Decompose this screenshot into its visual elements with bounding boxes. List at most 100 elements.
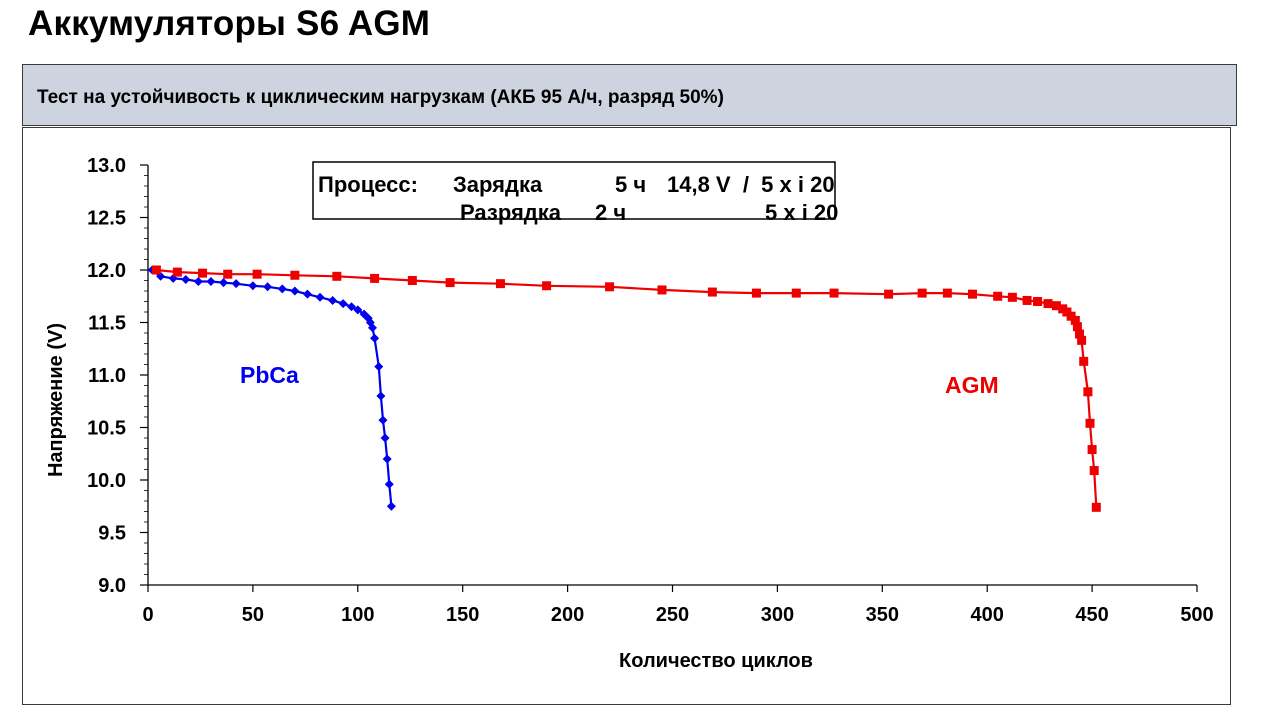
x-tick-label: 150 (446, 604, 479, 626)
data-point (657, 285, 667, 295)
process-box (312, 161, 836, 220)
data-point (263, 282, 273, 292)
data-point (382, 454, 392, 464)
data-point (1079, 356, 1089, 366)
data-point (1007, 292, 1017, 302)
series-label-pbca: PbCa (240, 362, 299, 388)
y-tick-label: 9.0 (98, 575, 126, 597)
data-point (968, 289, 978, 299)
data-point (380, 433, 390, 443)
data-point (1085, 418, 1095, 428)
data-point (302, 289, 312, 299)
data-point (277, 284, 287, 294)
x-tick-label: 300 (761, 604, 794, 626)
data-point (376, 391, 386, 401)
data-point (707, 287, 717, 297)
series-line (151, 269, 393, 507)
data-point (181, 274, 191, 284)
x-tick-label: 500 (1180, 604, 1213, 626)
data-point (328, 295, 338, 305)
data-point (1022, 295, 1032, 305)
process-label: Процесс: (318, 172, 418, 197)
data-point (315, 292, 325, 302)
discharge-params: 5 x i 20 (765, 200, 838, 225)
data-point (829, 288, 839, 298)
data-point (942, 288, 952, 298)
data-point (1051, 301, 1061, 311)
data-point (370, 273, 380, 283)
data-point (231, 279, 241, 289)
charge-time: 5 ч (615, 172, 646, 197)
data-point (1075, 329, 1085, 339)
y-tick-label: 12.5 (87, 208, 126, 230)
data-point (1091, 502, 1101, 512)
series-agm (151, 265, 1101, 512)
y-tick-label: 10.0 (87, 470, 126, 492)
data-point (1083, 387, 1093, 397)
x-tick-label: 450 (1075, 604, 1108, 626)
data-point (384, 479, 394, 489)
data-point (884, 289, 894, 299)
data-point (367, 323, 377, 333)
subtitle-band: Тест на устойчивость к циклическим нагру… (22, 64, 1237, 126)
series-layer (147, 265, 1101, 512)
data-point (386, 501, 396, 511)
y-tick-label: 10.5 (87, 418, 126, 440)
data-point (353, 305, 363, 315)
chart-frame (22, 127, 1231, 705)
data-point (193, 277, 203, 287)
data-point (290, 270, 300, 280)
y-tick-label: 13.0 (87, 155, 126, 177)
data-point (248, 281, 258, 291)
data-point (1043, 299, 1053, 309)
data-point (605, 282, 615, 292)
data-point (993, 291, 1003, 301)
y-tick-label: 12.0 (87, 260, 126, 282)
y-tick-label: 11.5 (88, 313, 126, 335)
x-axis-title: Количество циклов (619, 650, 813, 672)
charge-mode: Зарядка (453, 172, 543, 197)
y-tick-label: 11.0 (88, 365, 126, 387)
data-point (151, 265, 161, 275)
x-tick-label: 350 (866, 604, 899, 626)
data-point (917, 288, 927, 298)
data-point (445, 278, 455, 288)
data-point (206, 277, 216, 287)
data-point (338, 299, 348, 309)
data-point (374, 362, 384, 372)
data-point (1070, 315, 1080, 325)
axes (147, 165, 1197, 586)
data-point (172, 267, 182, 277)
discharge-mode: Разрядка (460, 200, 562, 225)
discharge-time: 2 ч (595, 200, 626, 225)
data-point (542, 281, 552, 291)
page-title: Аккумуляторы S6 AGM (28, 4, 431, 43)
data-point (791, 288, 801, 298)
data-point (332, 271, 342, 281)
data-point (347, 302, 357, 312)
data-point (252, 269, 262, 279)
data-point (1033, 297, 1043, 306)
data-point (495, 279, 505, 289)
data-point (1077, 335, 1087, 345)
series-label-agm: AGM (945, 372, 999, 398)
y-axis-title: Напряжение (V) (45, 323, 67, 477)
data-point (378, 415, 388, 425)
ticks: 9.0 9.5 10.0 10.5 11.0 11.5 12.0 12.5 13.0 0 50 100… (87, 155, 1214, 626)
data-point (1089, 466, 1099, 476)
data-point (219, 278, 229, 288)
data-point (1072, 322, 1082, 332)
x-tick-label: 200 (551, 604, 584, 626)
chart-subtitle: Тест на устойчивость к циклическим нагру… (37, 87, 724, 108)
data-point (1087, 445, 1097, 455)
data-point (751, 288, 761, 298)
x-tick-label: 0 (142, 604, 153, 626)
data-point (407, 276, 417, 285)
series-pbca (147, 265, 396, 511)
data-point (223, 269, 233, 279)
x-tick-label: 250 (656, 604, 689, 626)
x-tick-label: 100 (341, 604, 374, 626)
data-point (290, 286, 300, 296)
charge-params: 14,8 V / 5 x i 20 (667, 172, 835, 197)
